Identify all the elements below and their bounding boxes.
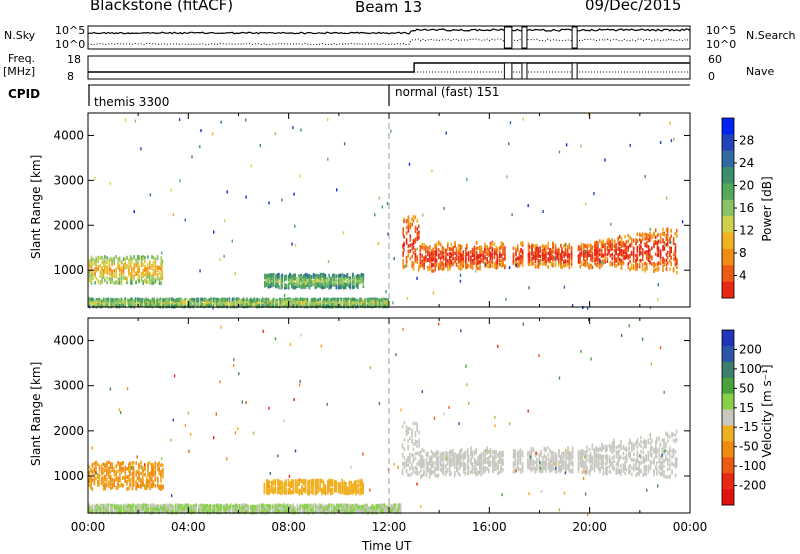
freq-gap-0 [503,62,513,80]
velocity-panel-data-layer [88,318,678,516]
noise-tick-bottom-left: 10^0 [55,38,86,51]
velocity-colorbar-swatch-0 [722,330,734,347]
nsearch-label: N.Search [746,29,796,42]
power-colorbar-swatch-1 [722,134,734,152]
station-title: Blackstone (fitACF) [90,0,234,14]
power-colorbar-tick-label-0: 28 [739,134,754,148]
velocity-colorbar-tick-label-1: 100 [739,362,762,376]
power-colorbar-swatch-4 [722,183,734,201]
beam-label: Beam 13 [355,0,423,16]
velocity-colorbar-tick-label-2: 50 [739,381,754,395]
power-panel-ytick-label-0: 1000 [53,263,84,277]
velocity-colorbar-swatch-4 [722,393,734,410]
velocity-colorbar-swatch-7 [722,441,734,458]
freq-line [88,62,690,73]
noise-tick-top-left: 10^5 [55,24,86,37]
velocity-colorbar-swatch-2 [722,361,734,379]
noise-panel-frame [87,25,691,50]
velocity-panel-ytick-label-1: 2000 [53,424,84,438]
power-colorbar-tick-label-4: 12 [739,224,754,238]
velocity-colorbar-tick-label-7: -200 [739,479,766,493]
power-colorbar-label: Power [dB] [760,176,774,242]
velocity-colorbar-tick-label-6: -100 [739,459,766,473]
x-tick-label-1: 04:00 [171,520,206,534]
power-colorbar-swatch-5 [722,199,734,217]
power-panel-ytick-label-1: 2000 [53,218,84,232]
power-colorbar-swatch-2 [722,150,734,168]
nave-tick-low: 0 [708,70,715,83]
velocity-colorbar-label: Velocity [m s⁻¹] [760,364,774,458]
date-label: 09/Dec/2015 [585,0,682,14]
velocity-colorbar-swatch-6 [722,425,734,442]
power-colorbar-swatch-0 [722,118,734,135]
noise-gap-1 [521,26,528,49]
freq-gap-2 [571,62,578,80]
velocity-panel-ylabel: Slant Range [km] [29,361,43,466]
power-colorbar-tick-label-6: 4 [739,269,747,283]
x-tick-label-3: 12:00 [372,520,407,534]
nsky-line [87,28,691,35]
power-colorbar-swatch-6 [722,216,734,234]
freq-unit-label: [MHz] [3,65,36,78]
velocity-colorbar-tick-label-0: 200 [739,342,762,356]
power-colorbar-tick-label-3: 16 [739,201,754,215]
velocity-colorbar-swatch-8 [722,457,734,474]
power-colorbar-swatch-9 [722,265,734,283]
cpid-segment-2: normal (fast) 151 [395,85,500,99]
velocity-colorbar-swatch-9 [722,473,734,490]
freq-label: Freq. [8,52,36,65]
noise-tick-bottom-right: 10^0 [706,38,737,51]
noise-gap-2 [571,26,578,49]
velocity-colorbar-tick-label-3: 15 [739,401,754,415]
velocity-colorbar-tick-label-5: -50 [739,440,759,454]
nsky-label: N.Sky [4,29,36,42]
power-colorbar-tick-label-5: 8 [739,246,747,260]
power-colorbar-swatch-10 [722,281,734,299]
x-tick-label-6: 00:00 [673,520,708,534]
velocity-colorbar-swatch-5 [722,409,734,426]
power-panel-ytick-label-3: 4000 [53,128,84,142]
power-panel-data-layer [88,113,684,310]
velocity-colorbar-tick-label-4: -15 [739,420,759,434]
velocity-panel-ytick-label-0: 1000 [53,469,84,483]
x-tick-label-2: 08:00 [271,520,306,534]
velocity-panel-ytick-label-3: 4000 [53,334,84,348]
freq-gap-1 [521,62,528,80]
power-colorbar-swatch-7 [722,232,734,250]
cpid-label: CPID [8,87,41,101]
power-colorbar-tick-label-1: 24 [739,156,754,170]
noise-gap-0 [503,26,513,49]
power-colorbar-swatch-8 [722,248,734,266]
freq-panel-frame [87,55,691,80]
x-axis-label: Time UT [362,539,412,553]
x-tick-label-5: 20:00 [572,520,607,534]
velocity-colorbar-swatch-3 [722,377,734,395]
cpid-segment-1: themis 3300 [94,95,170,109]
freq-tick-low: 8 [67,70,74,83]
velocity-panel-ytick-label-2: 3000 [53,379,84,393]
noise-tick-top-right: 10^5 [706,24,737,37]
x-tick-label-4: 16:00 [472,520,507,534]
nave-label: Nave [746,65,775,78]
power-panel-ylabel: Slant Range [km] [29,154,43,259]
velocity-colorbar-swatch-1 [722,345,734,363]
velocity-colorbar-frame [721,329,735,506]
velocity-colorbar-swatch-10 [722,489,734,506]
freq-tick-high: 18 [67,53,81,66]
power-panel-ytick-label-2: 3000 [53,173,84,187]
nave-tick-high: 60 [708,53,722,66]
nsearch-line [87,38,691,46]
power-colorbar-swatch-3 [722,167,734,184]
power-colorbar-tick-label-2: 20 [739,179,754,193]
x-tick-label-0: 00:00 [71,520,106,534]
